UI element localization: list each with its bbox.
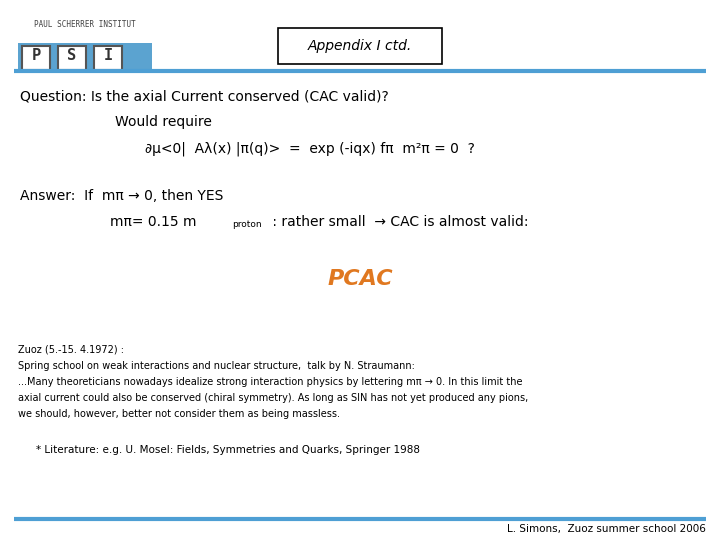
Text: PCAC: PCAC [327, 269, 393, 289]
Text: S: S [68, 49, 76, 64]
Text: Would require: Would require [115, 115, 212, 129]
Bar [18, 43, 152, 71]
FancyBboxPatch shape [278, 28, 442, 64]
Text: Question: Is the axial Current conserved (CAC valid)?: Question: Is the axial Current conserved… [20, 89, 389, 103]
Text: ...Many theoreticians nowadays idealize strong interaction physics by lettering : ...Many theoreticians nowadays idealize … [18, 377, 523, 387]
Text: : rather small  → CAC is almost valid:: : rather small → CAC is almost valid: [268, 215, 528, 230]
Text: mπ= 0.15 m: mπ= 0.15 m [110, 215, 197, 230]
FancyBboxPatch shape [58, 46, 86, 70]
Text: Spring school on weak interactions and nuclear structure,  talk by N. Straumann:: Spring school on weak interactions and n… [18, 361, 415, 371]
Text: Appendix I ctd.: Appendix I ctd. [308, 39, 412, 53]
Text: P: P [32, 49, 40, 64]
Text: axial current could also be conserved (chiral symmetry). As long as SIN has not : axial current could also be conserved (c… [18, 393, 528, 403]
Text: ∂μ<0|  Aλ(x) |π(q)>  =  exp (-iqx) fπ  m²π = 0  ?: ∂μ<0| Aλ(x) |π(q)> = exp (-iqx) fπ m²π =… [145, 141, 475, 156]
Text: I: I [104, 49, 112, 64]
Text: we should, however, better not consider them as being massless.: we should, however, better not consider … [18, 409, 340, 419]
Text: * Literature: e.g. U. Mosel: Fields, Symmetries and Quarks, Springer 1988: * Literature: e.g. U. Mosel: Fields, Sym… [36, 445, 420, 455]
FancyBboxPatch shape [22, 46, 50, 70]
Text: PAUL SCHERRER INSTITUT: PAUL SCHERRER INSTITUT [34, 20, 136, 29]
Text: Zuoz (5.-15. 4.1972) :: Zuoz (5.-15. 4.1972) : [18, 345, 124, 355]
FancyBboxPatch shape [94, 46, 122, 70]
Text: proton: proton [232, 220, 261, 230]
Text: L. Simons,  Zuoz summer school 2006: L. Simons, Zuoz summer school 2006 [507, 524, 706, 535]
Text: Answer:  If  mπ → 0, then YES: Answer: If mπ → 0, then YES [20, 190, 223, 203]
